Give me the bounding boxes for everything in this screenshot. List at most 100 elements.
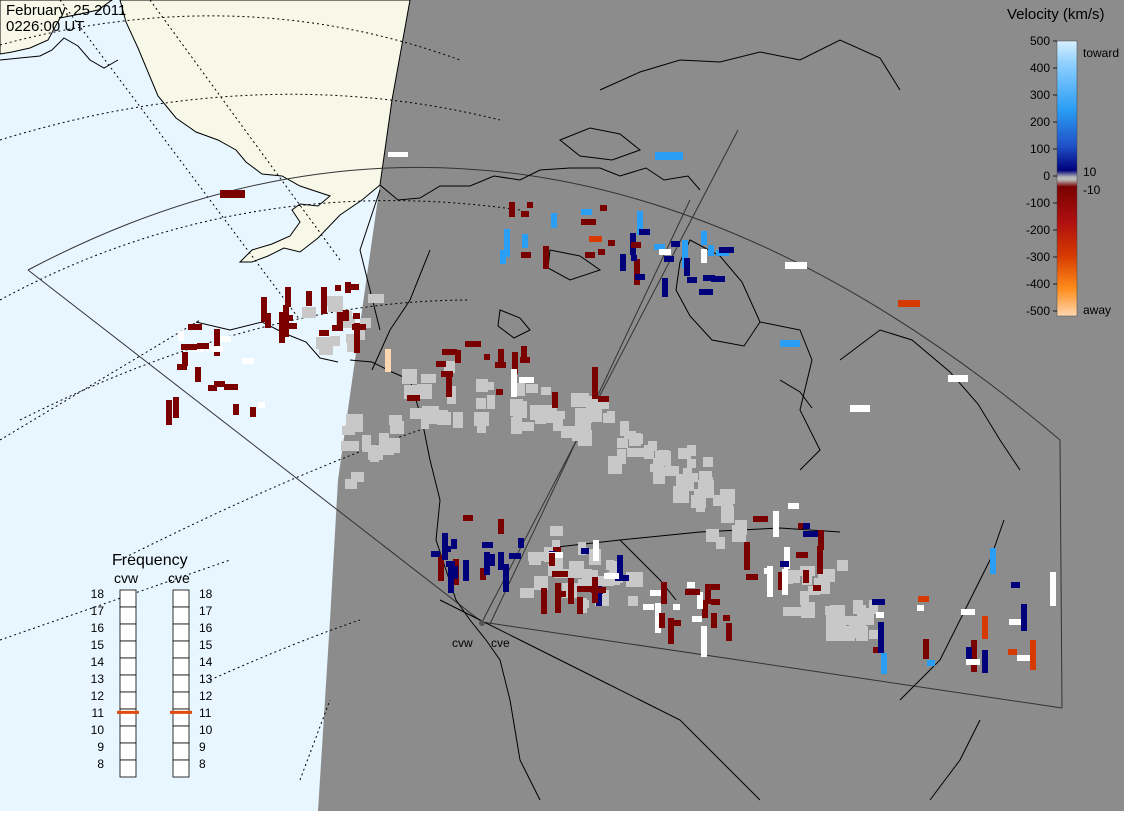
velocity-cell	[773, 511, 779, 537]
frequency-tick-label: 15	[91, 638, 105, 652]
velocity-cell	[966, 647, 972, 659]
ground-scatter-cell	[624, 431, 636, 439]
frequency-tick-label: 17	[91, 604, 105, 618]
velocity-cell	[549, 552, 563, 558]
ground-scatter-cell	[632, 434, 643, 444]
ground-scatter-cell	[368, 294, 384, 303]
velocity-cell	[818, 530, 824, 541]
velocity-cell	[480, 568, 486, 580]
ground-scatter-cell	[826, 625, 842, 641]
frequency-cell	[172, 657, 190, 676]
velocity-cell	[173, 397, 179, 418]
ground-scatter-cell	[713, 495, 729, 506]
velocity-cell	[181, 344, 197, 350]
velocity-cell	[581, 548, 589, 554]
velocity-cell	[878, 622, 884, 653]
ground-scatter-cell	[699, 471, 712, 480]
velocity-tick-label: -500	[1026, 304, 1050, 318]
velocity-cell	[1009, 619, 1021, 625]
velocity-cell	[798, 523, 805, 529]
velocity-cell	[498, 519, 504, 534]
velocity-cell	[650, 590, 664, 596]
frequency-radar-cve: cve	[168, 570, 190, 586]
frequency-title: Frequency	[112, 552, 188, 569]
velocity-cell	[788, 503, 799, 509]
velocity-cell	[521, 211, 529, 217]
velocity-cell	[591, 587, 606, 593]
frequency-tick-label: 13	[91, 672, 105, 686]
velocity-cell	[208, 385, 217, 391]
velocity-cell	[639, 229, 650, 235]
velocity-cell	[431, 551, 440, 557]
velocity-cell	[498, 349, 504, 364]
frequency-tick-label: 17	[199, 604, 213, 618]
velocity-cell	[166, 400, 172, 425]
velocity-cell	[498, 552, 504, 570]
ground-scatter-cell	[553, 416, 563, 431]
ground-scatter-cell	[485, 382, 494, 390]
velocity-cell	[961, 609, 975, 615]
velocity-cell	[699, 289, 713, 295]
velocity-cell	[553, 547, 561, 553]
ground-scatter-cell	[826, 609, 838, 626]
ground-scatter-cell	[384, 438, 400, 453]
frequency-cell	[119, 623, 137, 642]
latlon-grid	[0, 0, 521, 781]
velocity-cell	[705, 584, 711, 604]
velocity-cell	[224, 384, 238, 390]
ground-scatter-cell	[437, 412, 451, 425]
velocity-cell	[503, 564, 509, 592]
ground-scatter-cell	[390, 421, 404, 434]
velocity-cell	[337, 312, 343, 326]
frequency-tick-label: 18	[91, 587, 105, 601]
velocity-cell	[803, 523, 810, 529]
ground-scatter-cell	[347, 336, 357, 352]
velocity-cell	[484, 552, 490, 575]
velocity-cell	[195, 367, 201, 382]
ground-scatter-cell	[844, 616, 859, 625]
frequency-cell	[119, 691, 137, 710]
velocity-cell	[600, 205, 607, 211]
ground-scatter-cell	[351, 472, 364, 482]
ground-scatter-cell	[650, 464, 663, 472]
velocity-cell	[631, 255, 637, 261]
frequency-cell	[172, 589, 190, 608]
frequency-cell	[119, 640, 137, 659]
ground-scatter-cell	[444, 361, 455, 373]
velocity-cell	[332, 325, 343, 331]
velocity-cell	[948, 375, 968, 382]
radar-label-cvw: cvw	[452, 636, 473, 650]
velocity-cell	[354, 323, 360, 353]
velocity-cell	[669, 620, 681, 626]
velocity-cell	[509, 202, 515, 217]
ground-scatter-cell	[360, 318, 371, 328]
ground-scatter-cell	[541, 387, 551, 395]
velocity-cell	[876, 612, 884, 618]
ground-scatter-cell	[801, 602, 815, 618]
ground-scatter-cell	[644, 445, 654, 459]
velocity-cell	[527, 202, 533, 208]
ground-scatter-cell	[571, 393, 589, 407]
ground-scatter-cell	[578, 579, 587, 592]
frequency-tick-label: 11	[199, 706, 212, 720]
velocity-cell	[873, 647, 879, 653]
velocity-cell	[512, 352, 518, 374]
velocity-cell	[1008, 649, 1017, 655]
velocity-cell	[634, 259, 640, 285]
ground-scatter-cell	[526, 384, 538, 393]
frequency-cell	[172, 674, 190, 693]
velocity-cell	[711, 276, 725, 282]
velocity-cell	[552, 392, 558, 408]
velocity-cell	[917, 605, 924, 611]
velocity-cell	[335, 285, 341, 291]
ground-scatter-cell	[869, 630, 880, 639]
velocity-cell	[620, 254, 626, 271]
velocity-cell	[438, 555, 444, 581]
velocity-tick-label: 200	[1030, 115, 1050, 129]
velocity-cell	[631, 242, 641, 248]
ground-scatter-cell	[477, 424, 486, 433]
velocity-cell	[654, 244, 665, 250]
velocity-cell	[577, 586, 593, 592]
velocity-tick-label: 300	[1030, 88, 1050, 102]
ground-scatter-cell	[706, 529, 719, 542]
